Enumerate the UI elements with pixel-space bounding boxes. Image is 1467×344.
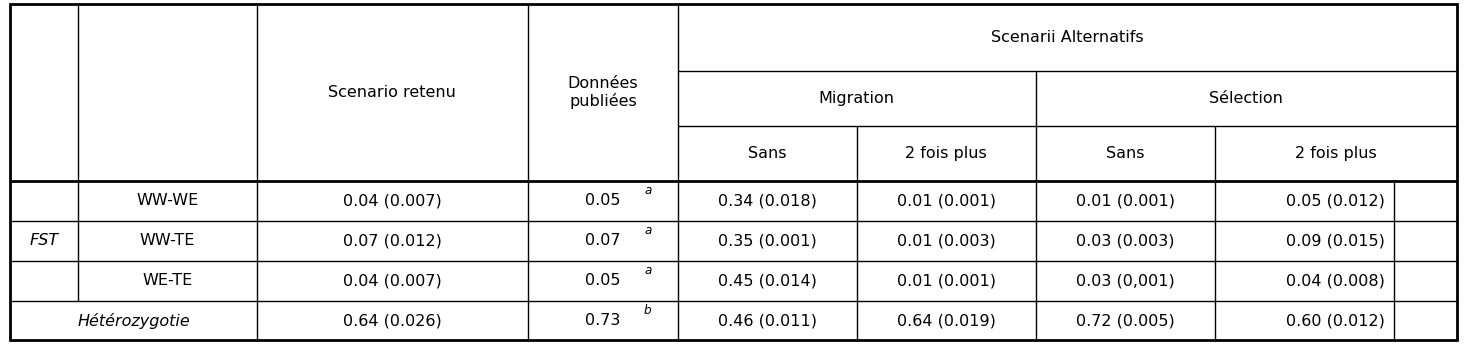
Text: 0.64 (0.019): 0.64 (0.019): [896, 313, 996, 328]
Text: 2 fois plus: 2 fois plus: [1295, 146, 1376, 161]
Text: 0.04 (0.007): 0.04 (0.007): [343, 193, 442, 208]
Text: 0.05: 0.05: [585, 273, 621, 288]
Text: FST: FST: [29, 233, 59, 248]
Text: 0.01 (0.003): 0.01 (0.003): [896, 233, 996, 248]
Text: 0.46 (0.011): 0.46 (0.011): [717, 313, 817, 328]
Text: 0.72 (0.005): 0.72 (0.005): [1075, 313, 1175, 328]
Text: 0.04 (0.008): 0.04 (0.008): [1287, 273, 1385, 288]
Text: a: a: [644, 184, 651, 197]
Text: Sans: Sans: [1106, 146, 1144, 161]
Text: 0.73: 0.73: [585, 313, 621, 328]
Text: 0.34 (0.018): 0.34 (0.018): [717, 193, 817, 208]
Text: 0.35 (0.001): 0.35 (0.001): [717, 233, 817, 248]
Text: 0.03 (0.003): 0.03 (0.003): [1075, 233, 1175, 248]
Text: 0.07: 0.07: [585, 233, 621, 248]
Text: 0.07 (0.012): 0.07 (0.012): [343, 233, 442, 248]
Text: Scenario retenu: Scenario retenu: [329, 85, 456, 100]
Text: 0.05: 0.05: [585, 193, 621, 208]
Text: b: b: [644, 304, 651, 317]
Text: 0.04 (0.007): 0.04 (0.007): [343, 273, 442, 288]
Text: Migration: Migration: [819, 91, 895, 106]
Text: 0.09 (0.015): 0.09 (0.015): [1287, 233, 1385, 248]
Text: Scenarii Alternatifs: Scenarii Alternatifs: [990, 30, 1144, 45]
Text: a: a: [644, 264, 651, 277]
Text: Sans: Sans: [748, 146, 786, 161]
Text: Sélection: Sélection: [1209, 91, 1284, 106]
Text: Données
publiées: Données publiées: [568, 76, 638, 109]
Text: 2 fois plus: 2 fois plus: [905, 146, 987, 161]
Text: 0.01 (0.001): 0.01 (0.001): [896, 273, 996, 288]
Text: 0.60 (0.012): 0.60 (0.012): [1287, 313, 1385, 328]
Text: 0.03 (0,001): 0.03 (0,001): [1075, 273, 1175, 288]
Text: WW-WE: WW-WE: [136, 193, 198, 208]
Text: a: a: [644, 224, 651, 237]
Text: 0.64 (0.026): 0.64 (0.026): [343, 313, 442, 328]
Text: Hétérozygotie: Hétérozygotie: [78, 313, 189, 329]
Text: 0.01 (0.001): 0.01 (0.001): [896, 193, 996, 208]
Text: WW-TE: WW-TE: [139, 233, 195, 248]
Text: 0.01 (0.001): 0.01 (0.001): [1075, 193, 1175, 208]
Text: WE-TE: WE-TE: [142, 273, 192, 288]
Text: 0.45 (0.014): 0.45 (0.014): [717, 273, 817, 288]
Text: 0.05 (0.012): 0.05 (0.012): [1287, 193, 1385, 208]
